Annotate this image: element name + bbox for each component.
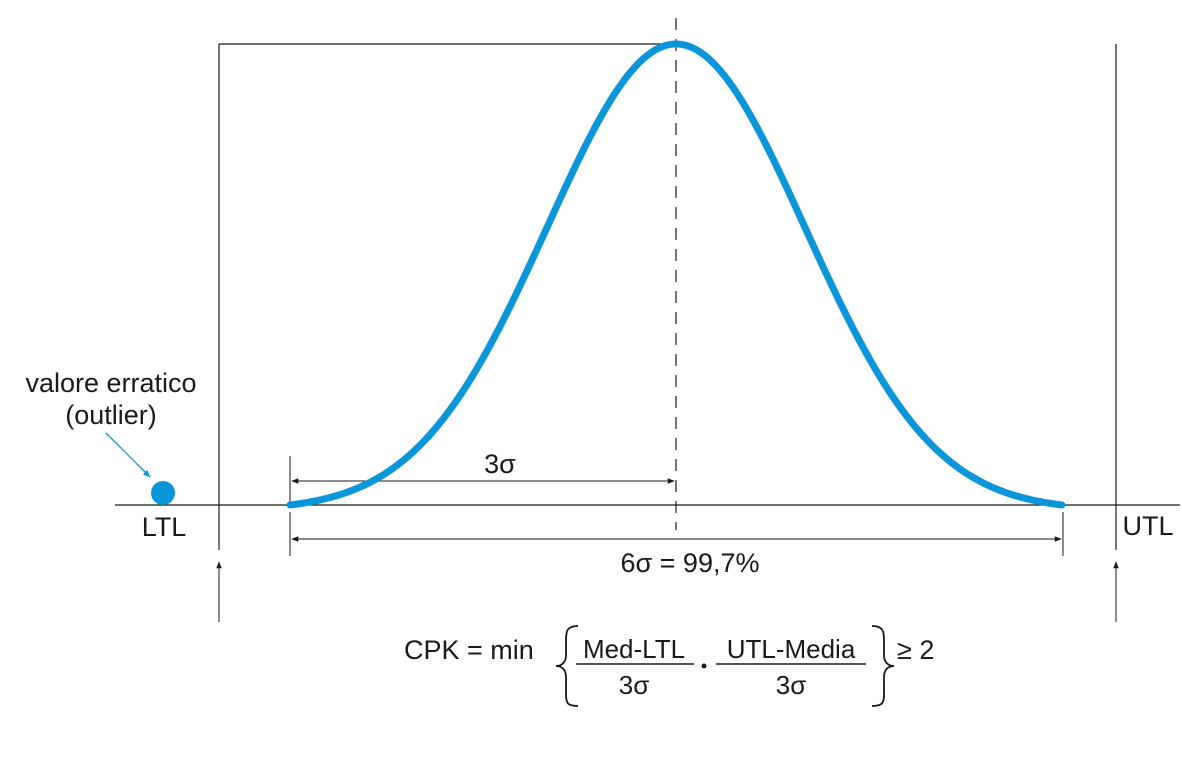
outlier-label-line1: valore erratico xyxy=(25,368,196,398)
six-sigma-label: 6σ = 99,7% xyxy=(620,548,759,578)
fraction2-denominator: 3σ xyxy=(776,670,807,700)
fraction1-denominator: 3σ xyxy=(619,670,650,700)
normal-distribution-curve xyxy=(286,40,1066,509)
fraction1-numerator: Med-LTL xyxy=(583,634,685,664)
fraction2-numerator: UTL-Media xyxy=(727,634,856,664)
utl-label: UTL xyxy=(1122,511,1173,541)
ltl-label: LTL xyxy=(142,512,187,542)
outlier-point xyxy=(151,481,175,505)
formula-right-brace xyxy=(871,625,895,707)
outlier-pointer-arrow xyxy=(105,432,151,478)
formula-rhs: ≥ 2 xyxy=(897,635,934,665)
formula-separator-dot xyxy=(701,663,707,669)
cpk-formula: CPK = min Med-LTL 3σ UTL-Media 3σ ≥ 2 xyxy=(404,625,934,707)
formula-left-brace xyxy=(555,625,579,707)
outlier-label-line2: (outlier) xyxy=(65,400,157,430)
formula-lhs: CPK = min xyxy=(404,635,534,665)
three-sigma-label: 3σ xyxy=(484,449,516,479)
